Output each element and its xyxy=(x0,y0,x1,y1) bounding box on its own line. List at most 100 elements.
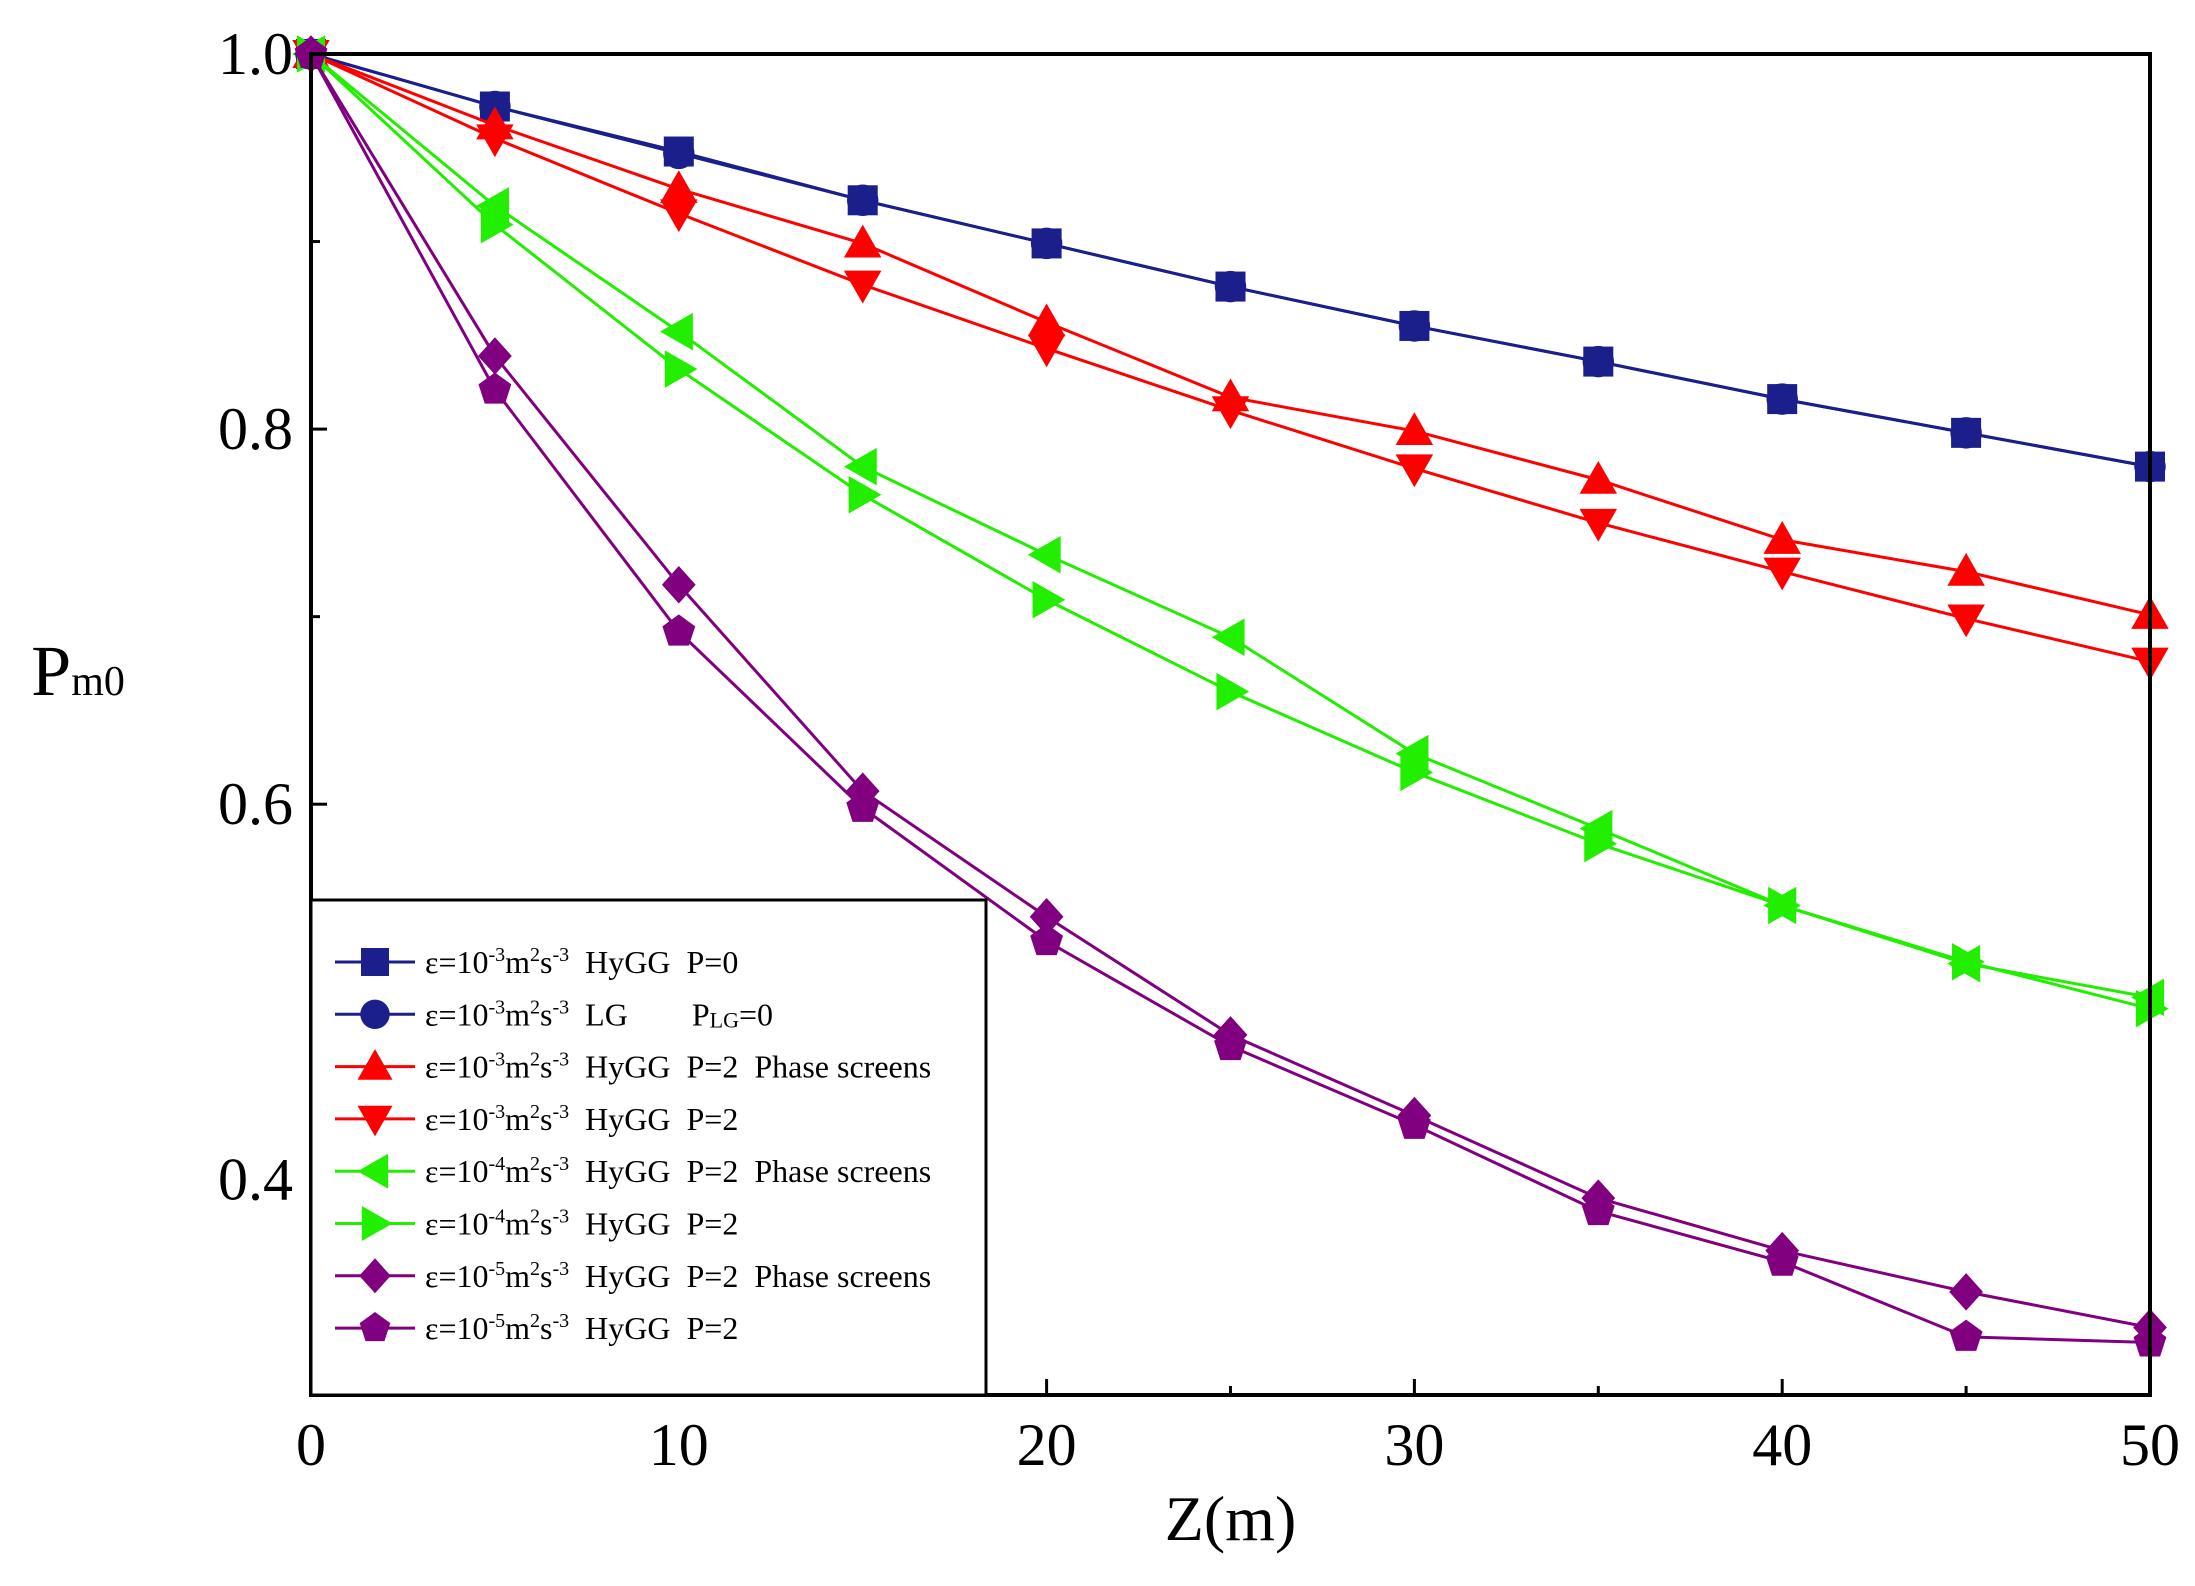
x-tick-label: 20 xyxy=(1017,1412,1077,1478)
legend-entry: ε=10-5m2s-3 HyGG P=2 xyxy=(335,1310,738,1346)
data-point xyxy=(664,350,698,388)
legend-label: ε=10-3m2s-3 HyGG P=2 Phase screens xyxy=(425,1049,931,1085)
legend-marker xyxy=(357,1153,389,1189)
data-point xyxy=(1947,604,1985,638)
data-point xyxy=(1952,943,1985,981)
legend-box xyxy=(309,898,988,1397)
y-axis-title: Pm0 xyxy=(31,631,125,711)
data-point xyxy=(1763,557,1801,591)
legend-marker xyxy=(357,1105,393,1137)
data-point xyxy=(479,90,511,123)
data-point xyxy=(1032,581,1066,619)
y-tick-label: 0.8 xyxy=(218,396,293,462)
data-point xyxy=(1398,310,1431,342)
data-point xyxy=(1027,303,1066,337)
data-point xyxy=(1582,345,1615,378)
series-3 xyxy=(292,39,2169,681)
data-point xyxy=(1579,508,1618,542)
data-point xyxy=(1211,396,1250,430)
data-point xyxy=(1581,1193,1615,1226)
x-axis-title: Z(m) xyxy=(1165,1483,1297,1554)
data-point xyxy=(1395,454,1434,488)
legend-marker xyxy=(361,1206,393,1241)
data-point xyxy=(848,475,882,514)
legend-label: ε=10-4m2s-3 HyGG P=2 xyxy=(425,1206,738,1242)
series-line xyxy=(310,52,2151,664)
data-point xyxy=(1766,383,1798,415)
legend-marker xyxy=(359,1312,391,1342)
x-tick-label: 50 xyxy=(2120,1412,2180,1478)
data-point xyxy=(660,170,698,204)
data-point xyxy=(1579,460,1618,494)
legend-label: ε=10-3m2s-3 LG PLG=0 xyxy=(425,996,773,1032)
x-tick-label: 0 xyxy=(296,1412,326,1478)
data-point xyxy=(1947,552,1985,586)
data-point xyxy=(1211,618,1245,657)
legend-label: ε=10-3m2s-3 HyGG P=2 xyxy=(425,1101,738,1137)
data-point xyxy=(480,205,514,244)
legend-entry: ε=10-3m2s-3 HyGG P=2 xyxy=(335,1101,738,1137)
y-axis-title-main: P xyxy=(31,631,71,711)
legend-marker xyxy=(360,999,390,1029)
data-point xyxy=(2135,989,2169,1028)
y-tick-label: 0.6 xyxy=(218,771,293,837)
data-point xyxy=(1027,334,1066,368)
data-point xyxy=(478,372,512,404)
data-point xyxy=(1765,1244,1799,1276)
data-point xyxy=(1029,897,1064,936)
data-point xyxy=(1763,521,1801,554)
data-point xyxy=(1216,672,1250,711)
data-point xyxy=(1027,536,1061,574)
legend-marker xyxy=(359,1258,391,1294)
legend-marker xyxy=(357,1049,393,1080)
data-point xyxy=(1768,886,1801,925)
series-line xyxy=(310,52,2151,617)
data-point xyxy=(1030,923,1064,956)
data-point xyxy=(478,337,512,375)
data-point xyxy=(1030,227,1063,260)
series-line xyxy=(309,52,2151,1011)
data-point xyxy=(1395,734,1429,773)
data-point xyxy=(846,790,880,822)
data-point xyxy=(662,614,696,646)
legend: ε=10-3m2s-3 HyGG P=0 ε=10-3m2s-3 LG PLG=0… xyxy=(309,898,988,1397)
y-axis-title-subscript: m0 xyxy=(71,659,125,705)
data-point xyxy=(476,187,509,225)
data-point xyxy=(1949,1273,1983,1311)
data-point xyxy=(846,184,879,217)
data-point xyxy=(1395,412,1434,446)
data-point xyxy=(843,447,877,486)
x-tick-label: 30 xyxy=(1384,1412,1444,1478)
data-point xyxy=(1400,753,1434,792)
data-point xyxy=(1214,1028,1247,1061)
data-point xyxy=(660,312,693,351)
x-tick-label: 10 xyxy=(649,1412,709,1478)
data-point xyxy=(661,566,696,604)
legend-entry: ε=10-3m2s-3 HyGG P=0 xyxy=(335,944,738,980)
legend-label: ε=10-3m2s-3 HyGG P=0 xyxy=(425,944,738,980)
axes-layer: 0 10 20 30 40 50 0.4 0.6 0.8 1.0 xyxy=(218,21,2180,1478)
data-point xyxy=(1950,417,1982,449)
legend-label: ε=10-5m2s-3 HyGG P=2 Phase screens xyxy=(425,1258,931,1294)
series-1 xyxy=(295,38,2166,483)
data-point xyxy=(1397,1107,1431,1139)
legend-marker xyxy=(361,948,389,976)
x-tick-label: 40 xyxy=(1752,1412,1812,1478)
data-point xyxy=(843,270,882,304)
legend-label: ε=10-5m2s-3 HyGG P=2 xyxy=(425,1310,738,1346)
legend-label: ε=10-4m2s-3 HyGG P=2 Phase screens xyxy=(425,1153,931,1189)
legend-entry: ε=10-4m2s-3 HyGG P=2 xyxy=(335,1206,738,1242)
data-point xyxy=(1584,824,1618,863)
data-point xyxy=(663,137,695,170)
legend-entry: ε=10-4m2s-3 HyGG P=2 Phase screens xyxy=(335,1153,931,1189)
data-point xyxy=(1214,270,1247,303)
series-5 xyxy=(296,35,2169,1028)
legend-entry: ε=10-5m2s-3 HyGG P=2 Phase screens xyxy=(335,1258,931,1294)
data-point xyxy=(476,124,514,158)
series-line xyxy=(310,52,2151,999)
y-tick-label: 0.4 xyxy=(218,1146,293,1212)
y-tick-label: 1.0 xyxy=(218,21,293,87)
data-point xyxy=(843,224,882,258)
data-point xyxy=(1949,1319,1983,1351)
